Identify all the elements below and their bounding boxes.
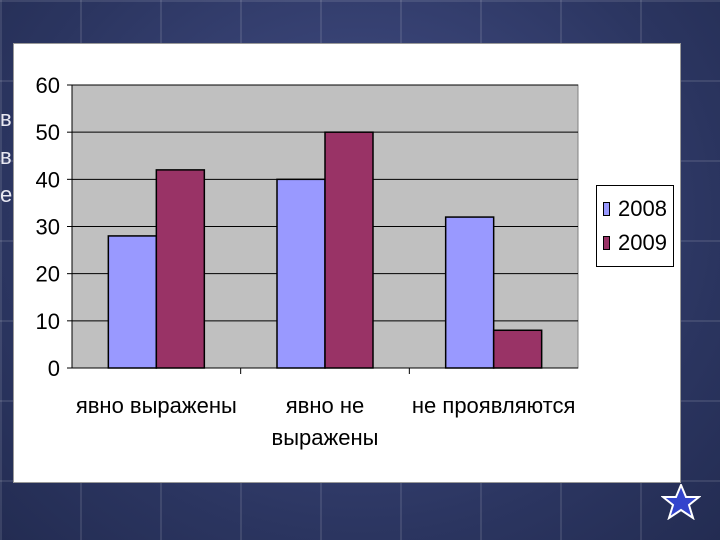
- chart-legend: 2008 2009: [596, 185, 674, 267]
- legend-label-2008: 2008: [618, 196, 667, 221]
- y-tick-label: 20: [36, 262, 60, 287]
- background-text-line-2: в: [0, 144, 12, 169]
- bar-2009-3: [492, 329, 543, 369]
- bar-2008-2: [276, 178, 326, 369]
- y-tick-label: 30: [36, 215, 60, 240]
- legend-label-2009: 2009: [618, 230, 667, 255]
- y-tick-label: 60: [36, 73, 60, 98]
- x-category-label: явно выражены: [76, 393, 237, 418]
- legend-item-2008: 2008: [603, 192, 667, 226]
- legend-swatch-2008: [603, 202, 611, 216]
- legend-swatch-2009: [603, 236, 611, 250]
- background-text-line-3: е: [0, 182, 13, 207]
- bar-2008-3: [444, 216, 495, 369]
- legend-item-2009: 2009: [603, 226, 667, 260]
- x-category-label: явно не: [286, 393, 364, 418]
- background-text-line-1: в: [0, 106, 12, 131]
- y-tick-label: 50: [36, 120, 60, 145]
- background-text: в в е: [0, 100, 12, 214]
- y-tick-label: 10: [36, 309, 60, 334]
- y-tick-label: 0: [48, 356, 60, 381]
- bar-2009-2: [324, 131, 374, 369]
- x-category-label: не проявляются: [412, 393, 576, 418]
- y-tick-label: 40: [36, 167, 60, 192]
- star-icon[interactable]: [661, 484, 701, 520]
- bar-2008-1: [107, 235, 158, 369]
- x-category-label: выражены: [272, 425, 379, 450]
- bar-2009-1: [155, 169, 206, 369]
